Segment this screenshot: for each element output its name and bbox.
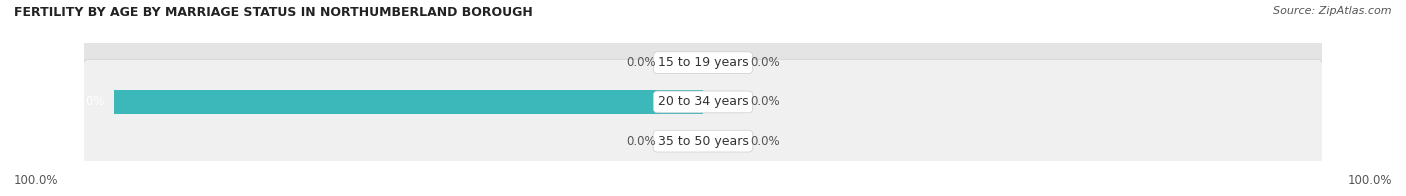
Text: 15 to 19 years: 15 to 19 years (658, 56, 748, 69)
Text: Source: ZipAtlas.com: Source: ZipAtlas.com (1274, 6, 1392, 16)
FancyBboxPatch shape (79, 0, 1327, 145)
Bar (668, 54, 703, 71)
Bar (668, 133, 703, 149)
Text: 100.0%: 100.0% (1347, 174, 1392, 187)
Text: 0.0%: 0.0% (626, 135, 655, 148)
Text: 100.0%: 100.0% (14, 174, 59, 187)
Text: 20 to 34 years: 20 to 34 years (658, 95, 748, 108)
FancyBboxPatch shape (79, 20, 1327, 184)
Bar (703, 133, 738, 149)
Text: 35 to 50 years: 35 to 50 years (658, 135, 748, 148)
Bar (114, 90, 703, 114)
Text: 0.0%: 0.0% (626, 56, 655, 69)
Text: 0.0%: 0.0% (751, 56, 780, 69)
Bar (668, 94, 703, 110)
FancyBboxPatch shape (79, 59, 1327, 196)
Text: FERTILITY BY AGE BY MARRIAGE STATUS IN NORTHUMBERLAND BOROUGH: FERTILITY BY AGE BY MARRIAGE STATUS IN N… (14, 6, 533, 19)
Text: 0.0%: 0.0% (751, 135, 780, 148)
Text: 100.0%: 100.0% (60, 95, 105, 108)
Bar (703, 54, 738, 71)
Bar (703, 94, 738, 110)
Text: 0.0%: 0.0% (751, 95, 780, 108)
